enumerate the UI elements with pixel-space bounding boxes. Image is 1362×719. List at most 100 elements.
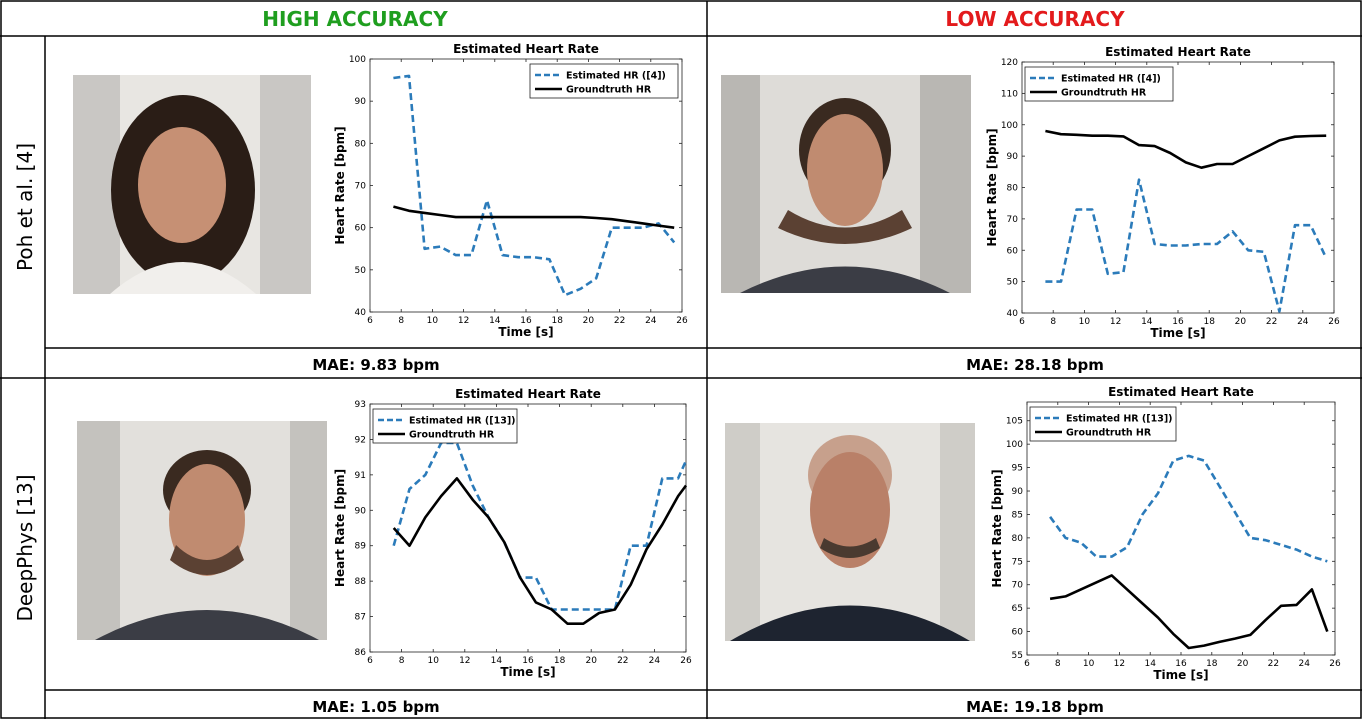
- y-tick-label: 55: [1012, 651, 1023, 661]
- mae-label: MAE: 28.18 bpm: [966, 356, 1104, 374]
- y-tick-label: 100: [1001, 121, 1018, 131]
- series-line: [1049, 454, 1328, 563]
- x-tick-label: 26: [1328, 317, 1340, 327]
- y-tick-label: 60: [1012, 628, 1024, 638]
- chart: Estimated Heart Rate 6 8 10 12 14 16 18 20 22 24 26…: [333, 387, 692, 679]
- y-tick-label: 105: [1006, 417, 1023, 427]
- y-axis-label: Heart Rate [bpm]: [985, 128, 999, 246]
- series-line: [392, 441, 688, 611]
- x-tick-label: 12: [1114, 659, 1125, 669]
- series-line: [393, 205, 675, 229]
- legend-entry: Groundtruth HR: [1066, 428, 1152, 439]
- x-tick-label: 20: [583, 316, 595, 326]
- x-tick-label: 8: [1055, 659, 1061, 669]
- x-tick-label: 10: [427, 316, 439, 326]
- chart-title: Estimated Heart Rate: [453, 42, 599, 56]
- y-tick-label: 60: [1007, 246, 1019, 256]
- x-tick-label: 16: [522, 656, 534, 666]
- legend: [372, 408, 518, 444]
- face-photo: [725, 423, 975, 641]
- x-tick-label: 14: [489, 316, 501, 326]
- x-tick-label: 18: [1203, 317, 1215, 327]
- x-tick-label: 8: [399, 656, 405, 666]
- plot-area: [1021, 61, 1335, 314]
- x-tick-label: 6: [1019, 317, 1025, 327]
- x-tick-label: 14: [1144, 659, 1156, 669]
- series-line: [393, 74, 676, 297]
- x-tick-label: 22: [1268, 659, 1279, 669]
- y-tick-label: 70: [1012, 581, 1024, 591]
- legend: [529, 63, 679, 99]
- y-tick-label: 92: [355, 435, 366, 445]
- x-tick-label: 14: [1141, 317, 1153, 327]
- series-line: [1045, 129, 1327, 169]
- y-tick-label: 40: [1007, 309, 1019, 319]
- y-tick-label: 95: [1012, 464, 1023, 474]
- chart-title: Estimated Heart Rate: [1108, 385, 1254, 399]
- y-tick-label: 90: [355, 506, 367, 516]
- y-tick-label: 65: [1012, 604, 1023, 614]
- x-tick-label: 26: [676, 316, 688, 326]
- x-tick-label: 10: [1079, 317, 1091, 327]
- x-tick-label: 18: [551, 316, 563, 326]
- y-tick-label: 100: [1006, 440, 1023, 450]
- y-tick-label: 85: [1012, 510, 1023, 520]
- x-axis-label: Time [s]: [1150, 326, 1205, 340]
- x-tick-label: 20: [585, 656, 597, 666]
- y-tick-label: 120: [1001, 58, 1018, 68]
- legend: [1029, 406, 1177, 442]
- charts: Estimated Heart Rate 6 8 10 12 14 16 18 20 22 24 26…: [333, 42, 1341, 682]
- x-tick-label: 10: [1083, 659, 1095, 669]
- x-axis-label: Time [s]: [498, 325, 553, 339]
- x-tick-label: 22: [614, 316, 625, 326]
- mae-label: MAE: 1.05 bpm: [312, 698, 439, 716]
- y-tick-label: 89: [355, 542, 367, 552]
- y-tick-label: 110: [1001, 89, 1018, 99]
- y-tick-label: 80: [1012, 534, 1024, 544]
- y-tick-label: 50: [355, 266, 367, 276]
- x-tick-label: 20: [1237, 659, 1249, 669]
- y-tick-label: 100: [349, 55, 366, 65]
- face-photo: [77, 421, 327, 640]
- legend-entry: Groundtruth HR: [566, 85, 652, 96]
- row-header-poh: Poh et al. [4]: [13, 143, 37, 271]
- legend: [1024, 66, 1174, 102]
- x-tick-label: 8: [398, 316, 404, 326]
- x-tick-label: 22: [617, 656, 628, 666]
- x-axis-label: Time [s]: [500, 665, 555, 679]
- chart: Estimated Heart Rate 6 8 10 12 14 16 18 20 22 24 26…: [333, 42, 688, 339]
- column-header-low: LOW ACCURACY: [945, 7, 1125, 31]
- chart-title: Estimated Heart Rate: [1105, 45, 1251, 59]
- chart: Estimated Heart Rate 6 8 10 12 14 16 18 20 22 24 26…: [985, 45, 1340, 340]
- chart-title: Estimated Heart Rate: [455, 387, 601, 401]
- x-tick-label: 24: [1298, 659, 1310, 669]
- x-tick-label: 12: [459, 656, 470, 666]
- y-tick-label: 90: [1012, 487, 1024, 497]
- x-tick-label: 20: [1235, 317, 1247, 327]
- x-tick-label: 14: [491, 656, 503, 666]
- y-tick-label: 88: [355, 577, 367, 587]
- legend-entry: Estimated HR ([4]): [1061, 74, 1161, 85]
- column-header-high: HIGH ACCURACY: [262, 7, 448, 31]
- series-line: [1045, 178, 1328, 313]
- x-tick-label: 18: [1206, 659, 1218, 669]
- x-tick-label: 6: [367, 656, 373, 666]
- x-tick-label: 10: [427, 656, 439, 666]
- legend-entry: Estimated HR ([13]): [1066, 414, 1173, 425]
- legend-entry: Estimated HR ([4]): [566, 71, 666, 82]
- x-tick-label: 6: [1024, 659, 1030, 669]
- face-photo: [721, 75, 971, 293]
- x-tick-label: 24: [1297, 317, 1309, 327]
- y-tick-label: 93: [355, 400, 366, 410]
- x-tick-label: 24: [649, 656, 661, 666]
- x-axis-label: Time [s]: [1153, 668, 1208, 682]
- y-tick-label: 80: [1007, 184, 1019, 194]
- x-tick-label: 16: [1172, 317, 1184, 327]
- x-tick-label: 16: [520, 316, 532, 326]
- x-tick-label: 12: [458, 316, 469, 326]
- x-tick-label: 12: [1110, 317, 1121, 327]
- y-tick-label: 87: [355, 613, 366, 623]
- x-tick-label: 26: [1329, 659, 1341, 669]
